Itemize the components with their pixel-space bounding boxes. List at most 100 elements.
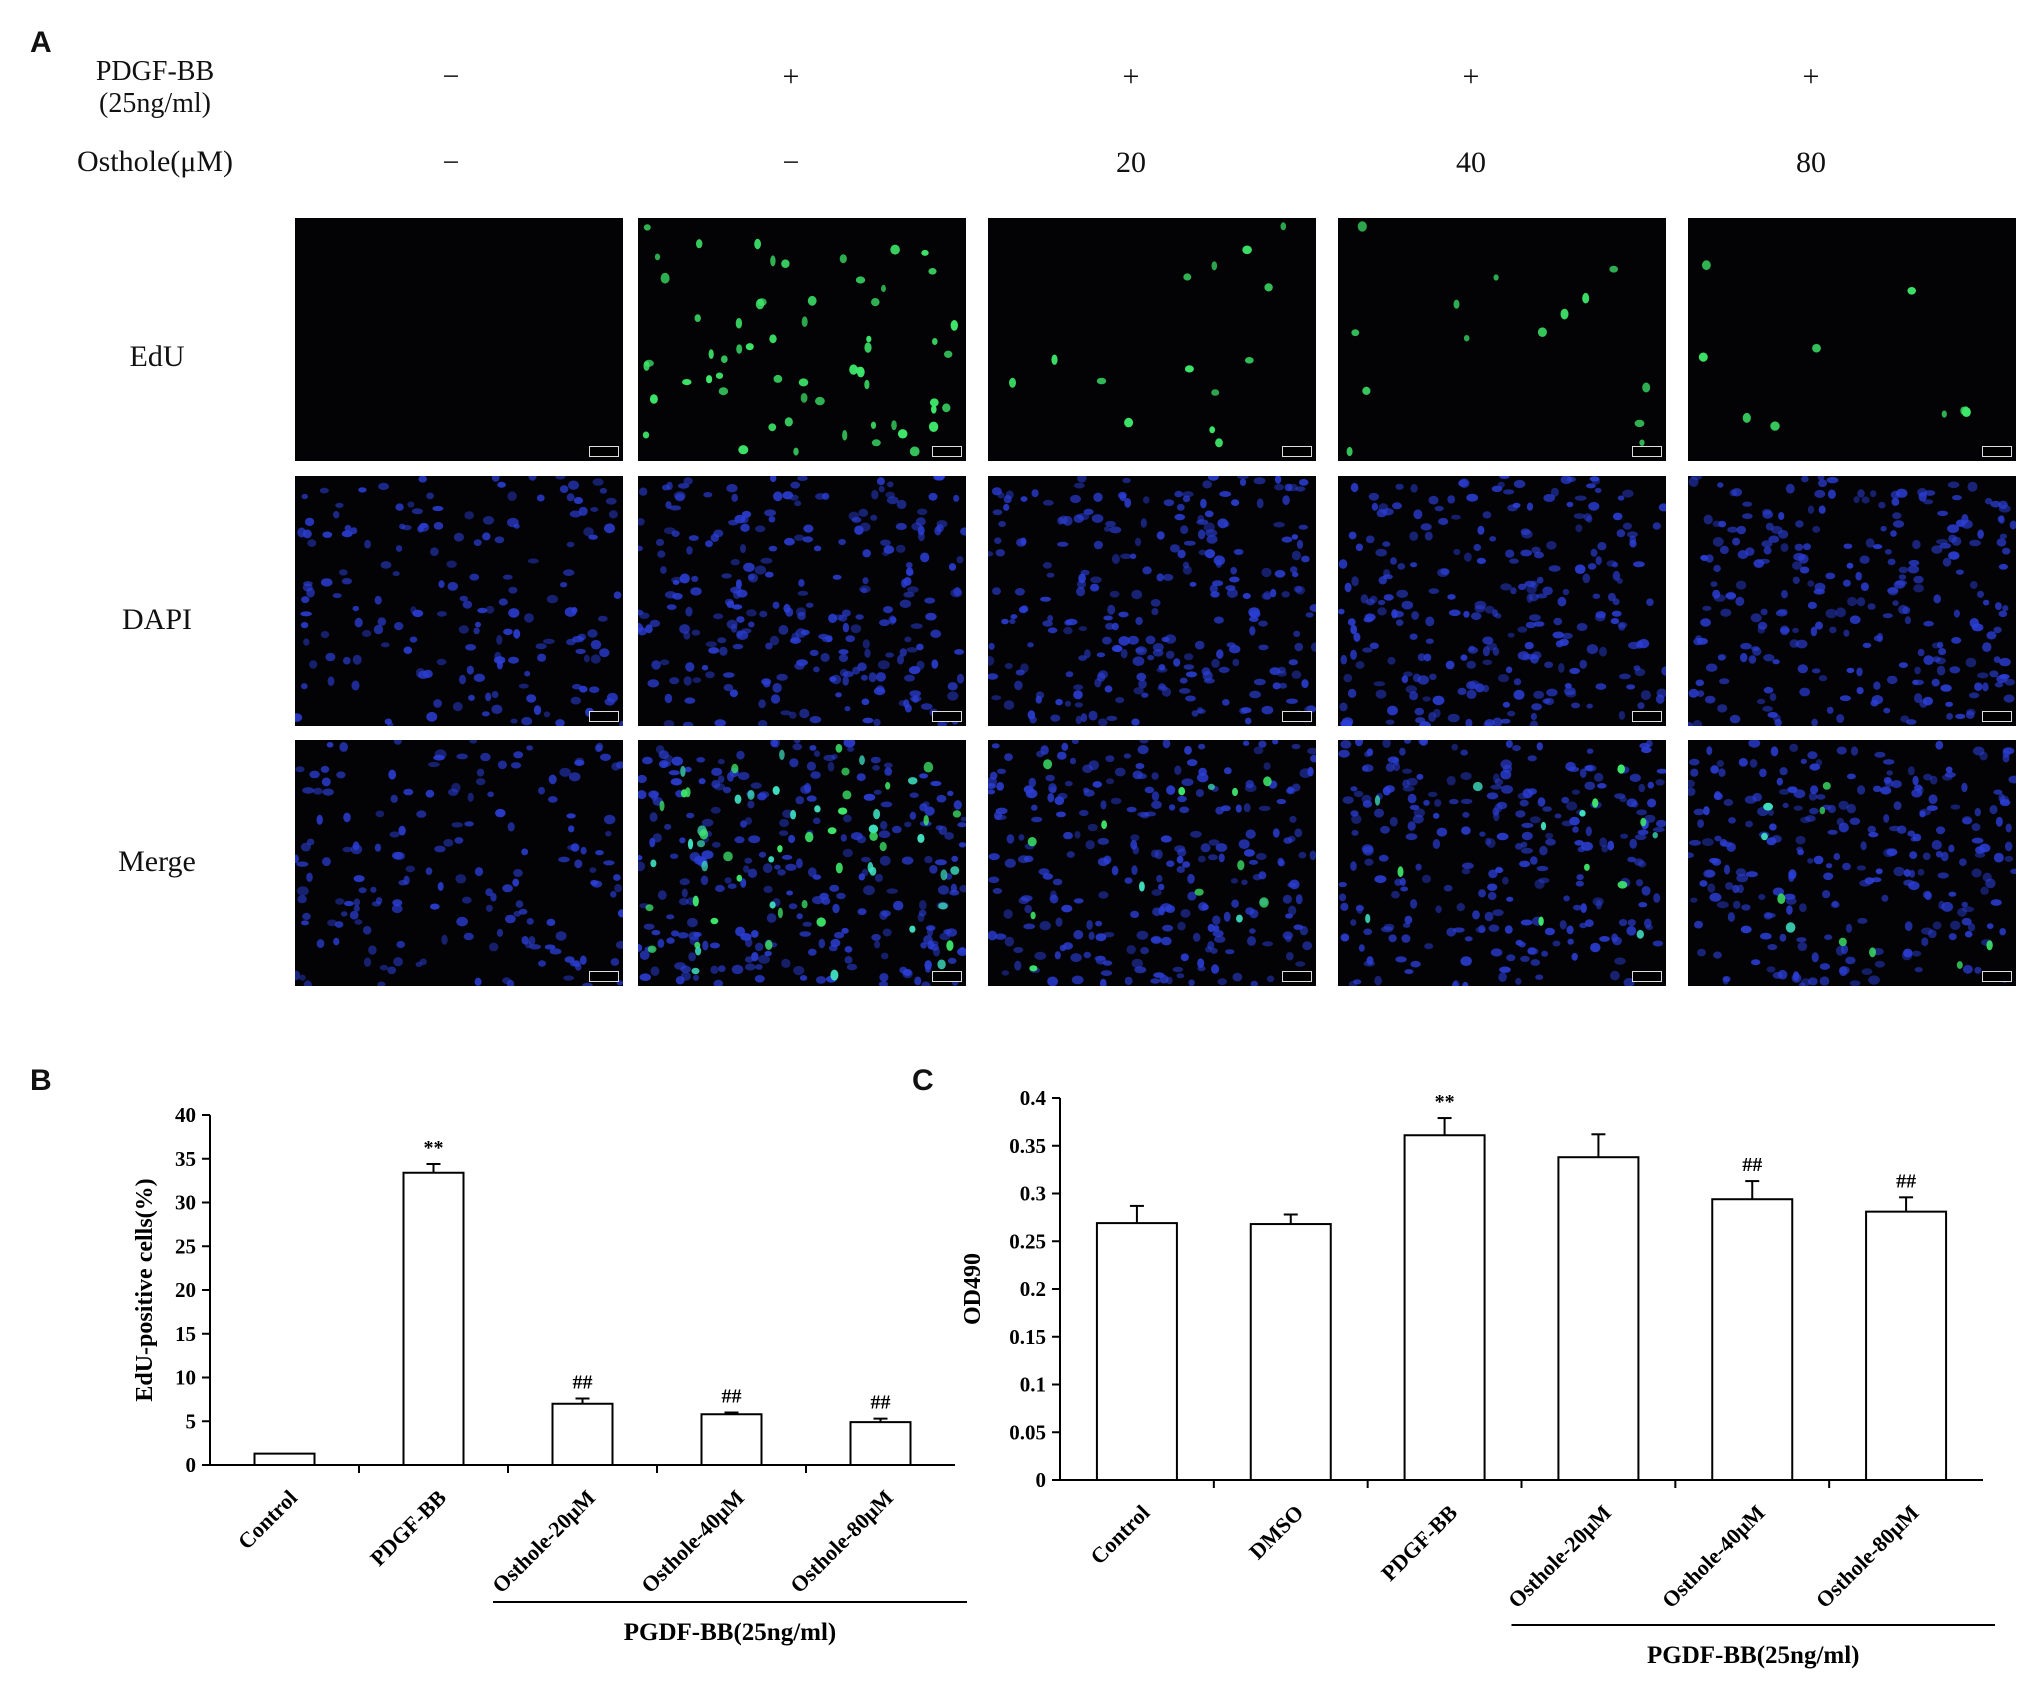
significance-label: ##	[722, 1386, 742, 1408]
bar-3	[551, 1402, 614, 1466]
micrograph-dapi-5	[1688, 476, 2016, 726]
scale-bar	[1282, 711, 1312, 722]
y-tick-label: 40	[175, 1103, 196, 1127]
significance-label: ##	[1742, 1154, 1762, 1176]
y-tick-label: 0.4	[1020, 1086, 1047, 1110]
row-label-dapi: DAPI	[121, 603, 192, 636]
pdgf-value-3: +	[1122, 60, 1140, 93]
significance-label: **	[424, 1137, 444, 1159]
micrograph-dapi-3	[988, 476, 1316, 726]
bar-3	[1403, 1134, 1486, 1482]
scale-bar	[1632, 971, 1662, 982]
y-tick-label: 0	[186, 1453, 197, 1477]
scale-bar	[1282, 446, 1312, 457]
bar-4	[700, 1413, 763, 1466]
group-label: PGDF-BB(25ng/ml)	[624, 1619, 837, 1646]
scale-bar	[932, 446, 962, 457]
y-tick-label: 0.1	[1020, 1373, 1046, 1397]
bar-1	[253, 1452, 316, 1466]
osthole-condition-label: Osthole(μM)	[76, 145, 234, 178]
scale-bar	[932, 971, 962, 982]
scale-bar	[1632, 711, 1662, 722]
y-tick-label: 0.2	[1020, 1277, 1046, 1301]
y-tick-label: 0.3	[1020, 1182, 1046, 1206]
chart-b-edu-positive: 0 5 10 15 20 25 30 35 40 EdU-positive cells(%) Con…	[132, 1103, 967, 1646]
micrograph-dapi-4	[1338, 476, 1666, 726]
pdgf-value-4: +	[1462, 60, 1480, 93]
scale-bar	[1982, 971, 2012, 982]
x-tick-label: PDGF-BB	[365, 1485, 451, 1571]
micrograph-edu-3	[988, 218, 1316, 461]
y-tick-label: 0	[1036, 1468, 1047, 1492]
y-tick-label: 0.15	[1009, 1325, 1046, 1349]
significance-label: ##	[1896, 1170, 1916, 1192]
x-tick-label: Osthole-20μM	[1503, 1500, 1616, 1613]
micrograph-dapi-1	[295, 476, 623, 726]
osthole-value-5: 80	[1796, 146, 1826, 179]
panel-label-c: C	[912, 1064, 934, 1097]
micrograph-edu-4	[1338, 218, 1666, 461]
bar-4	[1557, 1156, 1640, 1482]
micrograph-dapi-2	[638, 476, 966, 726]
bar-1	[1095, 1222, 1178, 1481]
micrograph-merge-3	[988, 740, 1316, 986]
scale-bar	[1982, 446, 2012, 457]
pdgf-label-line2: (25ng/ml)	[99, 88, 211, 119]
scale-bar	[1282, 971, 1312, 982]
y-tick-label: 35	[175, 1147, 196, 1171]
x-tick-label: PDGF-BB	[1376, 1500, 1462, 1586]
y-axis-label: EdU-positive cells(%)	[132, 1178, 158, 1401]
y-tick-label: 30	[175, 1191, 196, 1215]
y-tick-label: 0.25	[1009, 1229, 1046, 1253]
x-tick-label: Osthole-80μM	[1811, 1500, 1924, 1613]
significance-label: ##	[573, 1372, 593, 1394]
osthole-value-1: −	[442, 146, 460, 179]
scale-bar	[932, 711, 962, 722]
scale-bar	[1632, 446, 1662, 457]
micrograph-merge-2	[638, 740, 966, 986]
x-tick-label: Osthole-40μM	[1657, 1500, 1770, 1613]
x-tick-label: Osthole-40μM	[636, 1485, 749, 1598]
scale-bar	[589, 971, 619, 982]
row-label-edu: EdU	[129, 340, 185, 373]
y-tick-label: 10	[175, 1366, 196, 1390]
y-tick-label: 25	[175, 1234, 196, 1258]
micrograph-edu-1	[295, 218, 623, 461]
scale-bar	[589, 711, 619, 722]
group-label: PGDF-BB(25ng/ml)	[1647, 1642, 1860, 1669]
bar-5	[849, 1421, 912, 1466]
osthole-value-2: −	[782, 146, 800, 179]
micrograph-edu-5	[1688, 218, 2016, 461]
significance-label: ##	[871, 1392, 891, 1414]
pdgf-label-line1: PDGF-BB	[95, 56, 215, 87]
x-tick-label: Osthole-20μM	[487, 1485, 600, 1598]
significance-label: **	[1435, 1091, 1455, 1113]
bar-6	[1865, 1210, 1948, 1482]
y-tick-label: 15	[175, 1322, 196, 1346]
panel-label-b: B	[30, 1064, 52, 1097]
osthole-value-4: 40	[1456, 146, 1486, 179]
x-tick-label: DMSO	[1244, 1500, 1308, 1564]
row-label-merge: Merge	[118, 845, 196, 878]
y-axis-label: OD490	[960, 1253, 986, 1325]
bar-2	[402, 1171, 465, 1466]
pdgf-value-5: +	[1802, 60, 1820, 93]
panel-label-a: A	[30, 26, 52, 59]
pdgf-condition-label: PDGF-BB (25ng/ml)	[60, 56, 250, 120]
pdgf-value-2: +	[782, 60, 800, 93]
x-tick-label: Control	[1085, 1500, 1154, 1569]
micrograph-merge-5	[1688, 740, 2016, 986]
micrograph-edu-2	[638, 218, 966, 461]
x-tick-label: Control	[233, 1485, 302, 1554]
bar-2	[1249, 1223, 1332, 1481]
osthole-value-3: 20	[1116, 146, 1146, 179]
y-tick-label: 0.05	[1009, 1420, 1046, 1444]
chart-c-od490: 0 0.05 0.1 0.15 0.2 0.25 0.3 0.35 0.4 OD490 Contro…	[960, 1086, 1995, 1669]
x-tick-label: Osthole-80μM	[785, 1485, 898, 1598]
y-tick-label: 0.35	[1009, 1134, 1046, 1158]
scale-bar	[589, 446, 619, 457]
pdgf-value-1: −	[442, 60, 460, 93]
scale-bar	[1982, 711, 2012, 722]
y-tick-label: 20	[175, 1278, 196, 1302]
micrograph-merge-1	[295, 740, 623, 986]
